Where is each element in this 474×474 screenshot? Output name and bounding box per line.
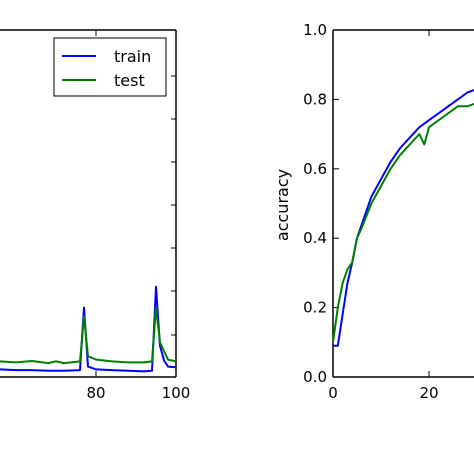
right-y-tick-label: 1.0 [303, 21, 327, 39]
right-x-tick-label: 0 [328, 384, 338, 402]
left-x-tick-label: 80 [86, 384, 105, 402]
left-x-tick-label: 100 [162, 384, 191, 402]
right-y-tick-label: 0.0 [303, 368, 327, 386]
right-series-train-line [333, 89, 474, 347]
right-y-tick-label: 0.6 [303, 160, 327, 178]
right-x-tick-label: 20 [419, 384, 438, 402]
legend-label-train: train [114, 47, 151, 66]
right-y-tick-label: 0.8 [303, 90, 327, 108]
right-y-tick-label: 0.4 [303, 229, 327, 247]
left-chart: 80 100 train test [0, 29, 191, 402]
legend-label-test: test [114, 71, 145, 90]
left-series-train-line [0, 285, 177, 373]
left-series-test-line [0, 306, 177, 365]
left-legend: train test [53, 37, 167, 97]
right-chart: 0.0 0.2 0.4 0.6 0.8 1.0 0 20 accuracy [273, 21, 474, 402]
right-y-axis-label: accuracy [273, 169, 292, 241]
right-y-tick-label: 0.2 [303, 299, 327, 317]
right-series-test-line [332, 102, 474, 343]
legend-box [53, 37, 167, 97]
